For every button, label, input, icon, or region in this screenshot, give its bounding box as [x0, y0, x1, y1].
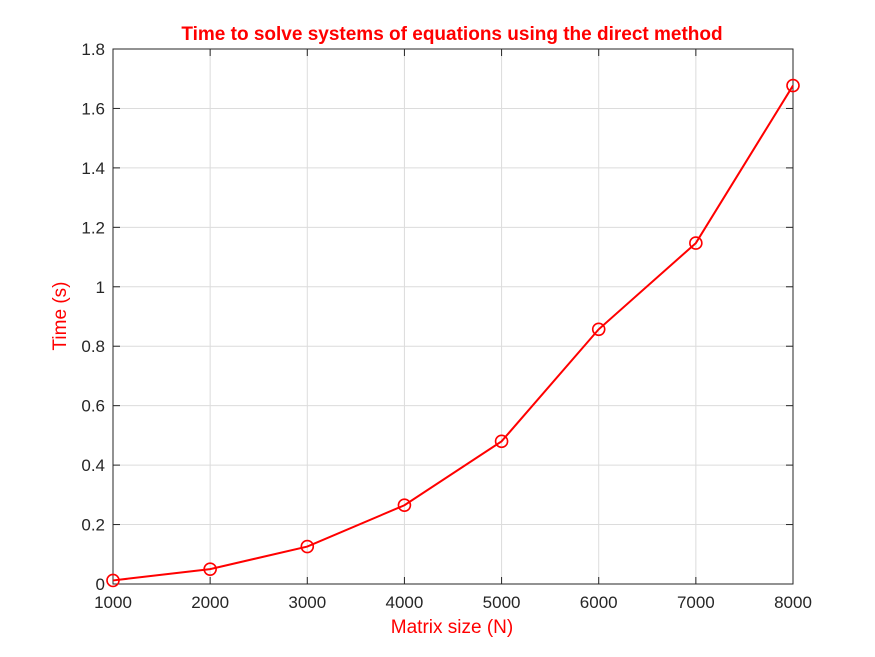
data-point: [591, 322, 606, 337]
x-tick-label: 8000: [774, 593, 812, 612]
x-tick-label: 3000: [288, 593, 326, 612]
data-point: [203, 562, 217, 576]
chart-title: Time to solve systems of equations using…: [181, 24, 722, 45]
x-tick-label: 1000: [94, 593, 132, 612]
data-point: [786, 78, 800, 93]
y-tick-label: 0.8: [81, 337, 105, 356]
data-point: [300, 539, 315, 554]
data-point: [397, 498, 412, 513]
x-tick-label: 4000: [386, 593, 424, 612]
y-tick-label: 1.2: [81, 218, 105, 237]
axis-ticks: [112, 48, 794, 585]
y-tick-label: 0: [96, 575, 105, 594]
y-tick-label: 1.4: [81, 159, 105, 178]
series-markers: [106, 78, 800, 588]
x-tick-label: 2000: [191, 593, 229, 612]
data-point: [494, 434, 509, 449]
tick-labels: 1000 2000 3000 4000 5000 6000 7000 8000 0 0.2 0.4 0…: [81, 40, 812, 612]
data-point: [106, 573, 120, 588]
y-tick-label: 0.4: [81, 456, 105, 475]
x-tick-label: 7000: [677, 593, 715, 612]
series-line: [112, 85, 794, 582]
y-tick-label: 0.2: [81, 516, 105, 535]
y-tick-label: 1.6: [81, 99, 105, 118]
x-tick-label: 6000: [580, 593, 618, 612]
grid-lines: [112, 48, 794, 585]
y-tick-label: 1: [96, 278, 105, 297]
x-tick-label: 5000: [483, 593, 521, 612]
y-tick-label: 1.8: [81, 40, 105, 59]
y-axis-label: Time (s): [50, 282, 71, 351]
y-tick-label: 0.6: [81, 397, 105, 416]
x-axis-label: Matrix size (N): [391, 617, 513, 638]
data-point: [689, 236, 703, 250]
plot-area-frame: [112, 48, 794, 585]
